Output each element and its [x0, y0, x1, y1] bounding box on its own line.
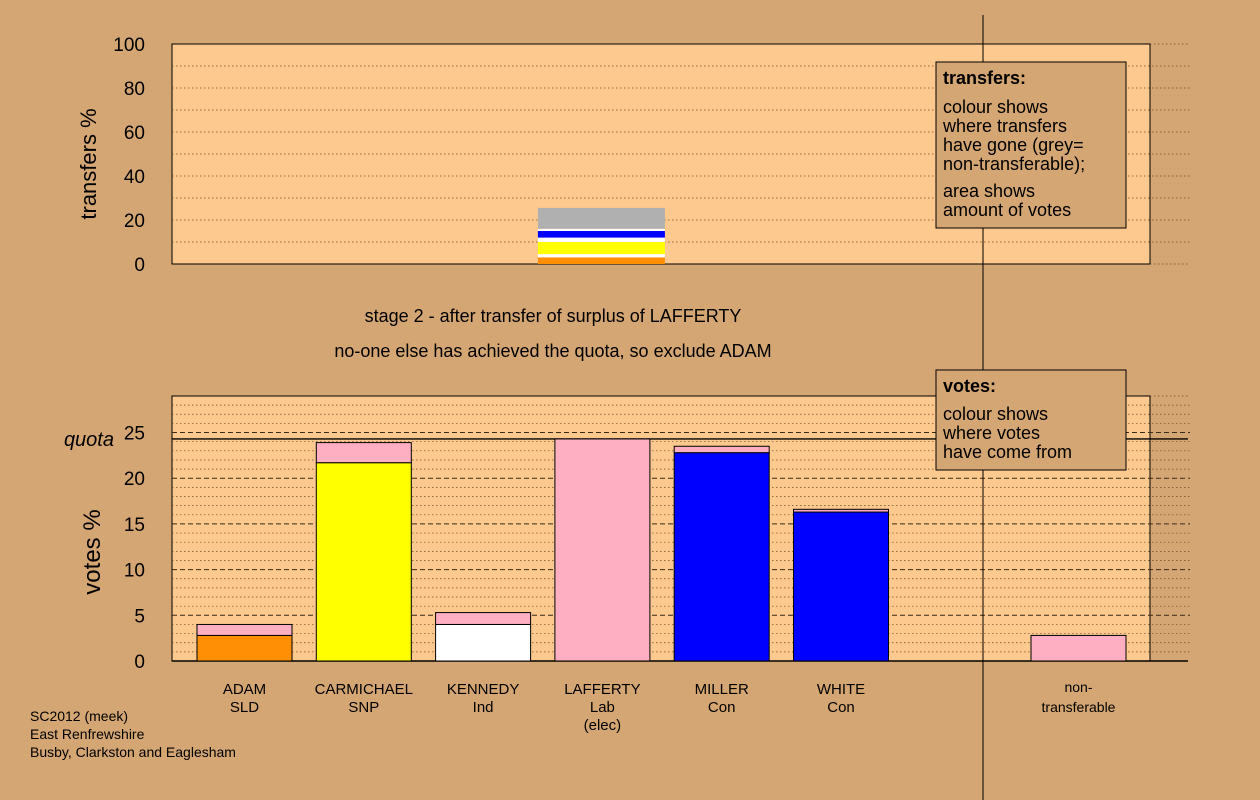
candidate-party: SLD — [230, 699, 259, 716]
transfer-segment — [537, 228, 665, 231]
transfers-y-tick-label: 100 — [113, 35, 145, 56]
candidate-party: Con — [827, 699, 855, 716]
stage-caption: stage 2 - after transfer of surplus of L… — [365, 306, 742, 326]
votes-legend-title: votes: — [943, 376, 996, 396]
transfers-y-tick-label: 80 — [124, 79, 145, 100]
candidate-name: LAFFERTY — [564, 681, 640, 698]
vote-segment — [315, 462, 412, 662]
transfer-segment — [537, 254, 665, 258]
vote-segment — [435, 612, 532, 625]
candidate-status: (elec) — [584, 717, 622, 734]
transfer-segment — [537, 237, 665, 242]
vote-segment — [315, 442, 412, 464]
vote-segment — [196, 623, 293, 636]
transfers-y-tick-label: 60 — [124, 123, 145, 144]
vote-segment — [554, 438, 651, 662]
candidate-bar — [315, 442, 412, 662]
candidate-party: SNP — [348, 699, 379, 716]
transfer-segment — [537, 242, 665, 255]
transfers-y-tick-label: 20 — [124, 211, 145, 232]
vote-segment — [673, 452, 770, 662]
votes-legend-line: have come from — [943, 442, 1072, 462]
footer-ward: Busby, Clarkston and Eaglesham — [30, 744, 236, 760]
votes-legend-box — [935, 369, 1127, 471]
transfers-y-tick-label: 40 — [124, 167, 145, 188]
candidate-bar — [673, 445, 770, 662]
votes-y-ticks: 0 5 10 15 20 25 — [124, 424, 145, 673]
vote-segment — [793, 508, 889, 513]
candidate-party: Con — [708, 699, 736, 716]
votes-y-tick-label: 15 — [124, 515, 145, 536]
transfer-segment — [537, 257, 665, 264]
candidate-bar — [435, 612, 532, 662]
quota-label: quota — [64, 429, 114, 451]
candidate-party: Ind — [473, 699, 494, 716]
votes-y-tick-label: 20 — [124, 469, 145, 490]
transfers-legend-line: have gone (grey= — [943, 135, 1084, 155]
candidate-party: Lab — [590, 699, 615, 716]
vote-segment — [793, 511, 889, 662]
transfers-y-tick-label: 0 — [134, 255, 145, 276]
transfer-segment — [537, 207, 665, 229]
candidate-bar — [554, 438, 651, 662]
transfers-legend-title: transfers: — [943, 68, 1026, 88]
vote-segment — [435, 623, 532, 662]
footer-method: SC2012 (meek) — [30, 708, 128, 724]
transfers-stack — [537, 207, 665, 264]
transfers-legend-line: non-transferable); — [943, 154, 1085, 174]
votes-bars — [196, 438, 1127, 662]
votes-y-tick-label: 25 — [124, 424, 145, 445]
transfer-segment — [537, 231, 665, 238]
candidate-name: KENNEDY — [447, 681, 520, 698]
exclusion-caption: no-one else has achieved the quota, so e… — [334, 341, 771, 361]
votes-legend-line: where votes — [942, 423, 1040, 443]
nontransferable-label: transferable — [1042, 699, 1116, 715]
votes-legend-line: colour shows — [943, 404, 1048, 424]
footer-council: East Renfrewshire — [30, 726, 145, 742]
transfers-legend-line: area shows — [943, 181, 1035, 201]
candidate-name: MILLER — [695, 681, 749, 698]
transfers-legend-line: amount of votes — [943, 200, 1071, 220]
nontransferable-bar — [1030, 634, 1127, 662]
votes-legend: votes: colour shows where votes have com… — [935, 369, 1127, 471]
transfers-y-ticks: 0 20 40 60 80 100 — [113, 35, 145, 276]
votes-y-axis-label: votes % — [79, 509, 106, 594]
candidate-name: ADAM — [223, 681, 266, 698]
votes-y-tick-label: 5 — [134, 606, 145, 627]
transfers-y-axis-label: transfers % — [76, 108, 101, 219]
transfers-legend: transfers: colour shows where transfers … — [935, 61, 1127, 229]
transfers-legend-line: where transfers — [942, 116, 1067, 136]
candidate-name: WHITE — [817, 681, 865, 698]
candidate-name: CARMICHAEL — [315, 681, 413, 698]
candidate-bar — [196, 623, 293, 662]
transfers-legend-box — [935, 61, 1127, 229]
vote-segment — [673, 445, 770, 454]
vote-segment — [196, 634, 293, 662]
votes-y-tick-label: 0 — [134, 652, 145, 673]
transfers-legend-line: colour shows — [943, 97, 1048, 117]
candidate-bar — [793, 508, 889, 662]
nontransferable-label: non- — [1064, 679, 1092, 695]
votes-y-tick-label: 10 — [124, 561, 145, 582]
